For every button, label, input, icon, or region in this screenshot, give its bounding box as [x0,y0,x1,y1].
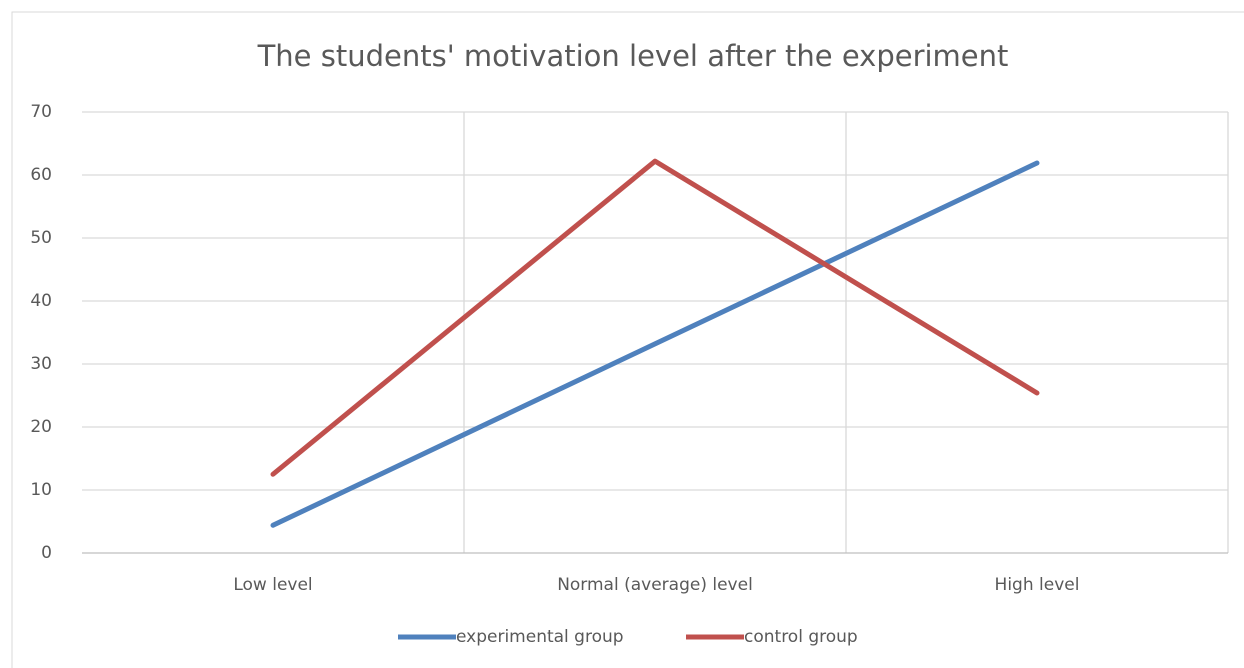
y-tick-label: 0 [41,543,52,563]
y-tick-label: 10 [30,480,52,500]
x-tick-label: Normal (average) level [557,575,753,595]
x-tick-label: Low level [233,575,312,595]
y-tick-label: 50 [30,228,52,248]
y-tick-label: 40 [30,291,52,311]
series-line [270,160,1040,528]
legend-label: control group [744,627,858,647]
x-tick-label: High level [995,575,1080,595]
y-tick-label: 70 [30,102,52,122]
chart-border [11,11,1244,668]
y-tick-label: 20 [30,417,52,437]
legend-label: experimental group [456,627,624,647]
chart-title: The students' motivation level after the… [257,39,1009,73]
y-tick-label: 60 [30,165,52,185]
y-tick-label: 30 [30,354,52,374]
series-line [270,158,1040,477]
